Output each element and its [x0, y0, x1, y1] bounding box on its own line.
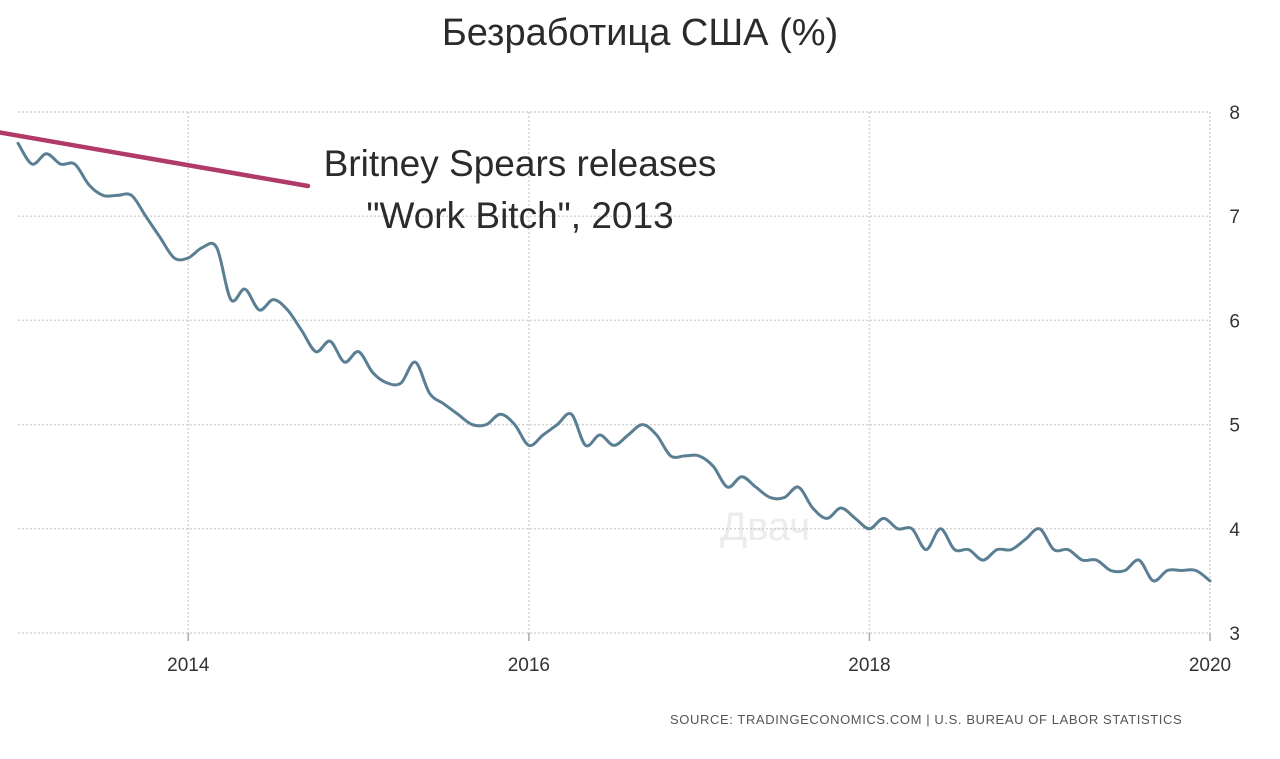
series-layer [16, 141, 1212, 583]
x-tick-label: 2020 [1189, 655, 1231, 676]
x-tick-label: 2014 [167, 655, 210, 676]
x-tick-labels: 2014 2016 2018 2020 [167, 655, 1231, 676]
grid-lines [18, 111, 1211, 641]
y-tick-label: 6 [1229, 311, 1240, 332]
annotation-line-1: Britney Spears releases [323, 143, 717, 184]
y-tick-label: 7 [1229, 207, 1240, 228]
y-tick-labels: 3 4 5 6 7 8 [1229, 103, 1240, 645]
series-line [16, 141, 1212, 583]
chart-title: Безработица США (%) [441, 12, 839, 54]
y-tick-label: 5 [1229, 416, 1240, 437]
y-tick-label: 3 [1229, 624, 1240, 645]
annotation-text: Britney Spears releases "Work Bitch", 20… [300, 138, 740, 242]
annotation-arrow-layer [0, 130, 311, 189]
y-tick-label: 4 [1229, 520, 1240, 541]
y-tick-label: 8 [1229, 103, 1240, 124]
watermark: Двач [720, 505, 811, 549]
source-note: SOURCE: TRADINGECONOMICS.COM | U.S. BURE… [670, 712, 1183, 727]
x-tick-label: 2018 [848, 655, 890, 676]
x-tick-label: 2016 [508, 655, 550, 676]
annotation-arrow-shaft [0, 130, 311, 189]
annotation-line-2: "Work Bitch", 2013 [366, 195, 674, 236]
